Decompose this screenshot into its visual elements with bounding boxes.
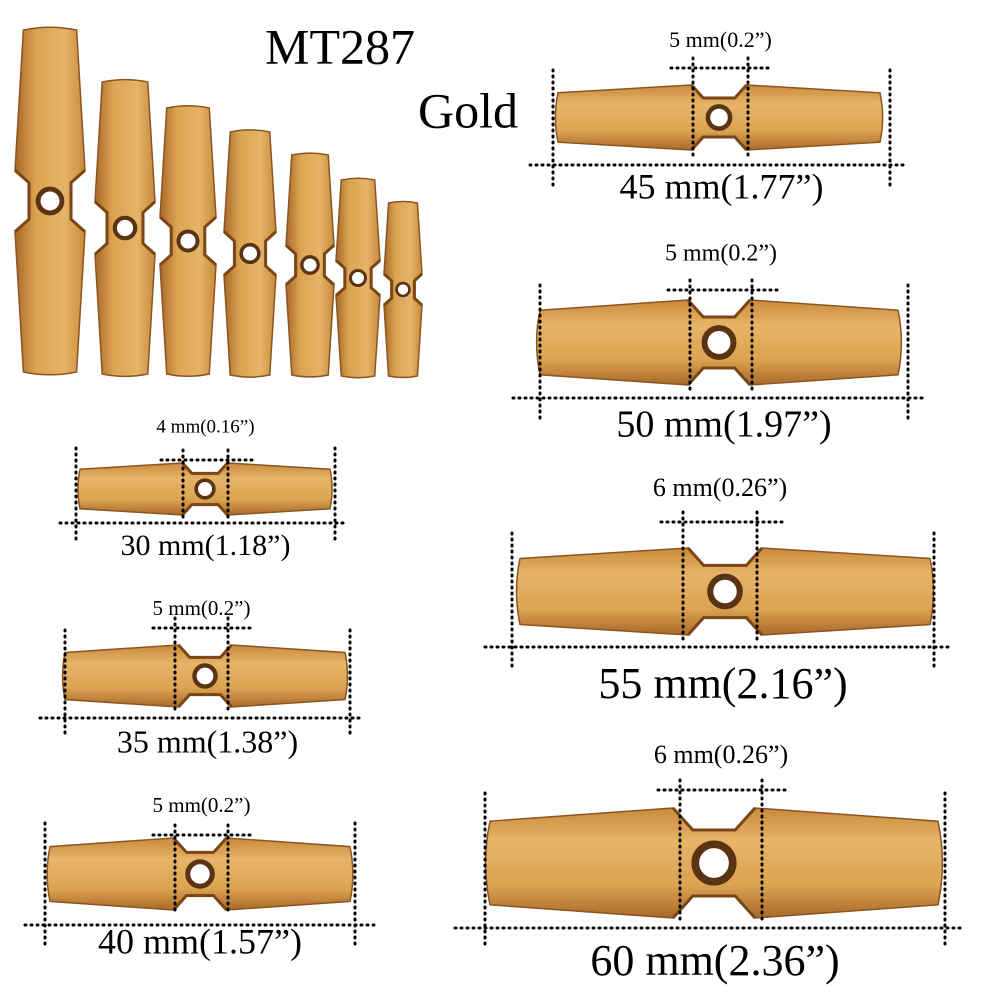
length-label: 30 mm(1.18”): [121, 529, 291, 562]
toggle-button: [382, 200, 424, 379]
notch-shadow: [93, 200, 157, 256]
toggle-button: [46, 836, 354, 912]
hole-size-label: 5 mm(0.2”): [153, 596, 251, 620]
toggle-button: [222, 129, 278, 378]
notch-shadow: [284, 244, 336, 286]
notch-shadow: [222, 230, 278, 277]
toggle-button: [13, 26, 87, 376]
toggle-button: [554, 83, 884, 152]
title: MT287: [265, 18, 415, 74]
hole-size-label: 5 mm(0.2”): [153, 793, 251, 817]
toggle-hole: [35, 186, 65, 216]
toggle-hole: [185, 859, 215, 889]
hole-size-label: 5 mm(0.2”): [669, 27, 772, 52]
notch-shadow: [686, 546, 764, 637]
hole-size-label: 4 mm(0.16”): [156, 416, 254, 437]
toggle-button: [61, 643, 349, 709]
notch-shadow: [690, 83, 748, 152]
notch-shadow: [686, 298, 752, 387]
notch-shadow: [13, 169, 87, 233]
toggle-button: [535, 298, 903, 387]
notch-shadow: [177, 643, 233, 709]
toggle-button: [158, 105, 218, 377]
toggle-hole: [705, 104, 733, 131]
toggle-hole: [300, 255, 320, 275]
toggle-hole: [348, 268, 368, 288]
toggle-hole: [194, 478, 216, 500]
notch-shadow: [158, 215, 218, 267]
toggle-hole: [192, 663, 218, 689]
length-label: 35 mm(1.38”): [117, 723, 298, 759]
toggle-hole: [691, 840, 737, 886]
toggle-hole: [707, 573, 743, 610]
length-label: 40 mm(1.57”): [98, 921, 302, 961]
toggle-hole: [701, 325, 737, 360]
toggle-button: [284, 152, 336, 378]
toggle-hole: [395, 281, 411, 298]
subtitle: Gold: [418, 82, 518, 138]
length-label: 45 mm(1.77”): [620, 166, 824, 206]
toggle-button: [334, 177, 382, 379]
length-label: 50 mm(1.97”): [616, 404, 831, 446]
toggle-button: [515, 546, 935, 637]
length-label: 60 mm(2.36”): [590, 936, 839, 985]
notch-shadow: [382, 272, 424, 307]
toggle-hole: [112, 215, 138, 241]
notch-shadow: [334, 259, 382, 297]
length-label: 55 mm(2.16”): [598, 659, 847, 708]
notch-shadow: [181, 461, 229, 517]
hole-size-label: 6 mm(0.26”): [654, 740, 788, 769]
notch-shadow: [172, 836, 228, 912]
notch-shadow: [671, 806, 757, 920]
toggle-button: [77, 461, 333, 517]
toggle-hole: [239, 242, 261, 265]
toggle-button: [93, 78, 157, 378]
hole-size-label: 6 mm(0.26”): [653, 473, 787, 502]
hole-size-label: 5 mm(0.2”): [665, 241, 777, 267]
toggle-hole: [176, 229, 200, 253]
